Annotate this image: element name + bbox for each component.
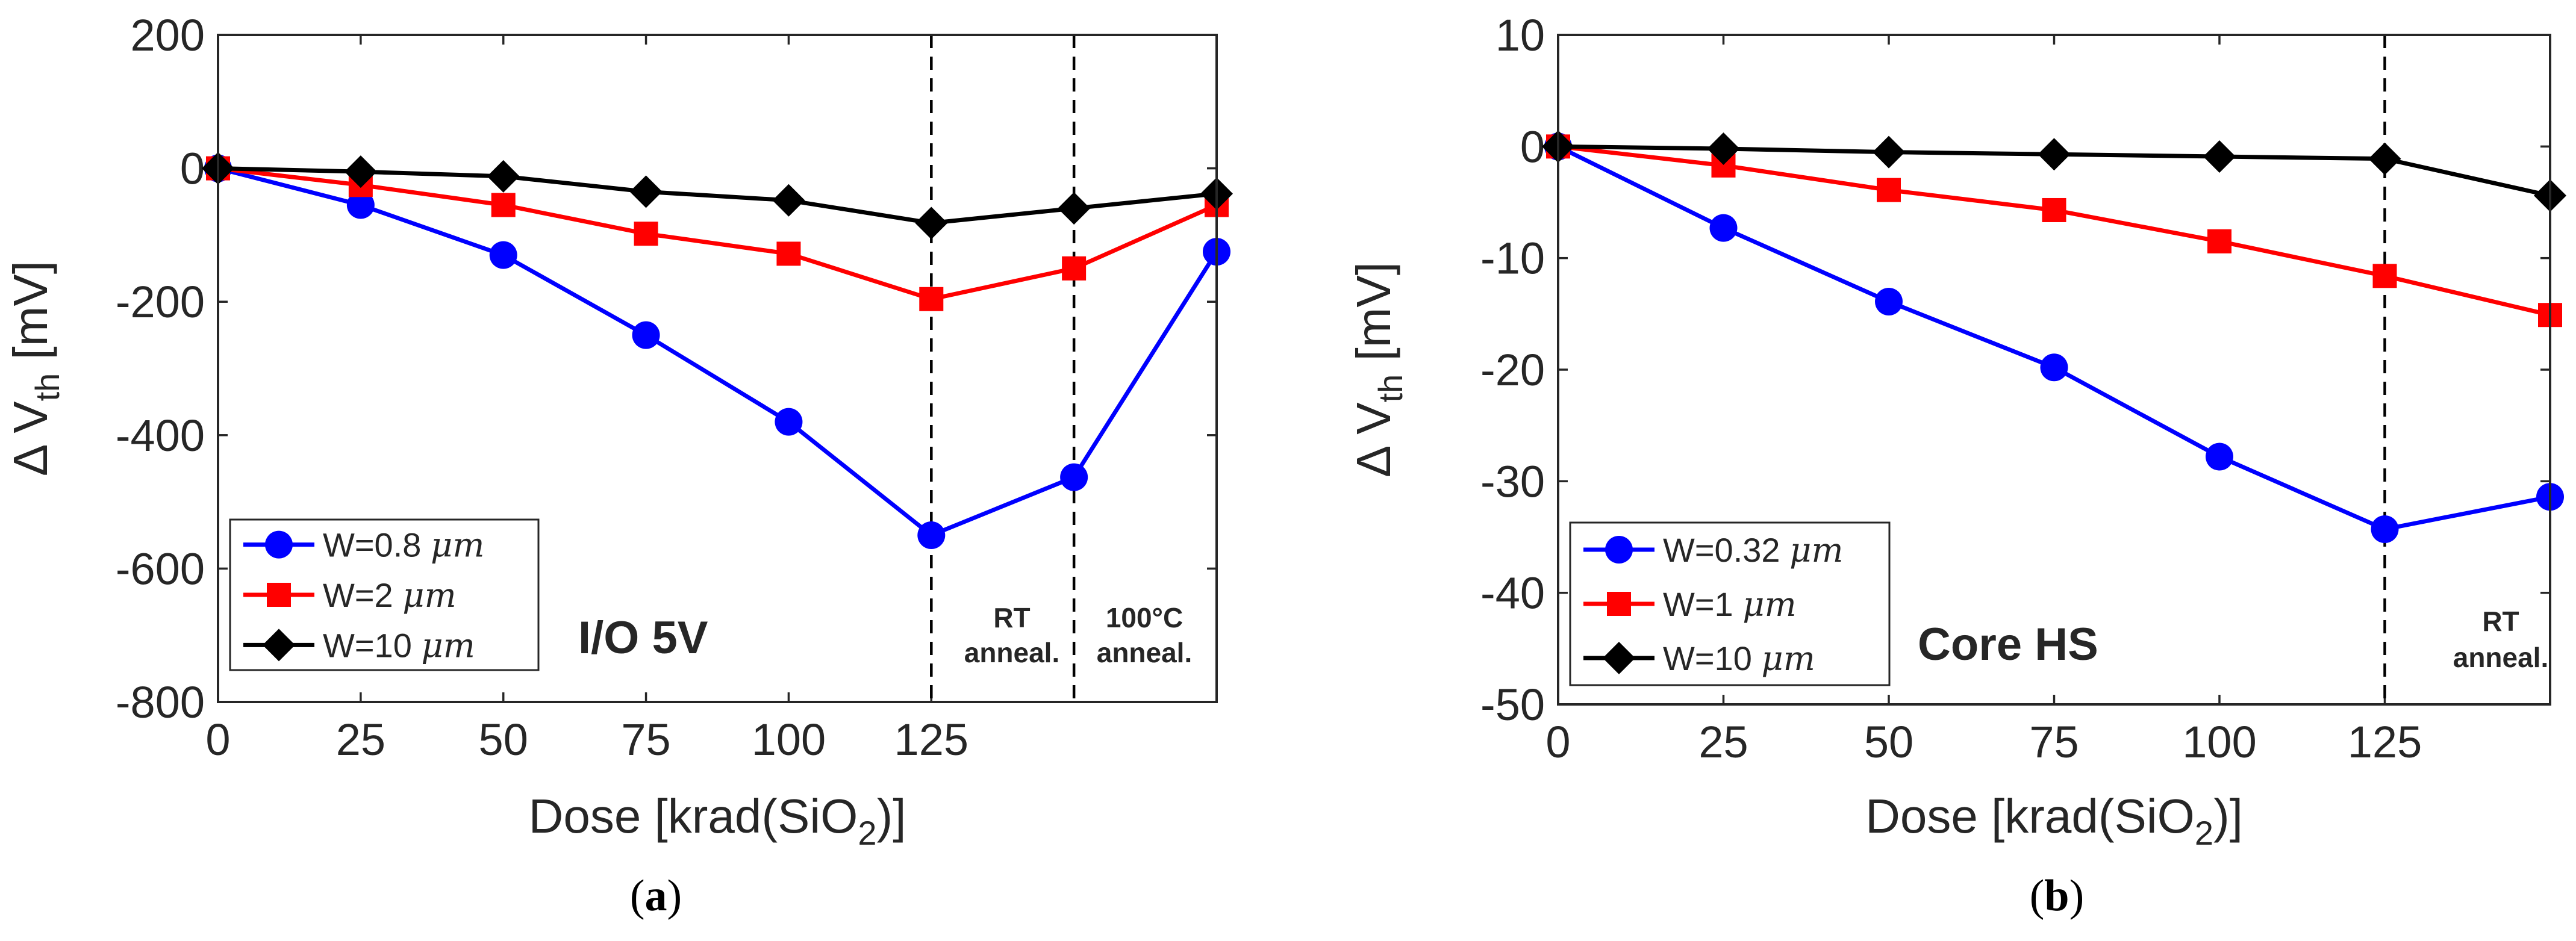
data-point-diamond [2038,138,2071,171]
data-point-circle [489,241,517,269]
x-tick-label: 125 [2348,717,2422,767]
rt-anneal-label: RT [993,602,1030,633]
device-label: Core HS [1918,619,2098,670]
y-tick-label: -800 [116,677,205,727]
y-tick-label: 0 [1520,122,1545,172]
x-axis-label: Dose [krad(SiO2)] [1865,789,2243,852]
x-tick-label: 50 [1864,717,1913,767]
legend-entry: W=0.8 μm [323,526,484,565]
data-point-diamond [1058,192,1091,225]
legend-entry: W=10 μm [1663,639,1815,679]
legend: W=0.32 μm W=1 μm W=10 μm [1569,521,1891,686]
y-axis-label: Δ Vth [mV] [4,261,66,476]
y-tick-label: -50 [1480,680,1545,730]
data-point-square [2207,229,2231,253]
data-point-square [1062,256,1087,281]
y-tick-label: -40 [1480,568,1545,618]
x-tick-label: 0 [1545,717,1570,767]
x-tick-label: 50 [479,715,528,765]
data-point-square [919,287,944,311]
legend-marker [1603,642,1635,674]
data-point-diamond [915,207,948,240]
data-point-diamond [487,160,520,193]
x-tick-label: 25 [336,715,385,765]
rt-anneal-label: RT [2482,606,2519,637]
legend-marker [263,629,295,662]
data-point-square [2042,197,2066,222]
x-axis-label: Dose [krad(SiO2)] [529,789,906,852]
data-point-circle [1060,463,1088,491]
data-point-diamond [1707,132,1740,166]
legend: W=0.8 μm W=2 μm W=10 μm [229,518,540,671]
data-point-diamond [2368,142,2401,175]
legend-marker [1607,592,1631,616]
data-point-circle [1875,287,1903,315]
legend-marker [1605,536,1633,564]
rt-anneal-label: anneal. [964,637,1060,668]
data-point-circle [775,408,803,436]
panel-label: (b) [2030,871,2084,921]
data-point-square [776,241,801,266]
data-point-diamond [344,155,377,188]
data-point-circle [1709,214,1738,242]
y-tick-label: 0 [180,144,205,194]
legend-entry: W=1 μm [1663,585,1797,624]
y-tick-label: -30 [1480,456,1545,506]
series-line-0 [217,166,1218,538]
x-tick-label: 25 [1698,717,1748,767]
data-point-square [1877,178,1901,202]
hot-anneal-label: 100°C [1106,602,1183,633]
legend-entry: W=2 μm [323,576,457,615]
data-point-square [634,222,658,246]
series-line-2 [217,166,1217,225]
x-tick-label: 75 [621,715,670,765]
data-point-square [2372,264,2397,288]
y-tick-label: -600 [116,544,205,594]
data-point-square [491,193,516,217]
plot-frame [217,34,1218,703]
y-tick-label: -20 [1480,345,1545,395]
series-line-1 [217,166,1218,302]
data-point-diamond [1873,135,1905,169]
data-point-circle [917,521,946,549]
x-tick-label: 125 [894,715,968,765]
x-tick-label: 75 [2029,717,2079,767]
hot-anneal-label: anneal. [1097,637,1193,668]
x-tick-label: 100 [752,715,826,765]
data-point-diamond [629,175,663,208]
data-point-circle [2371,515,2399,544]
data-point-circle [632,321,660,349]
y-tick-label: 10 [1495,10,1545,60]
x-tick-label: 100 [2182,717,2256,767]
data-point-circle [2040,353,2068,382]
x-tick-label: 0 [205,715,230,765]
legend-marker [265,530,293,559]
y-tick-label: -200 [116,277,205,327]
y-tick-label: -400 [116,411,205,461]
y-tick-label: 200 [131,10,205,60]
data-point-circle [346,191,375,219]
y-axis-label: Δ Vth [mV] [1347,262,1409,477]
plot-frame [1557,34,2551,706]
rt-anneal-label: anneal. [2453,642,2549,673]
legend-entry: W=10 μm [323,626,475,665]
device-label: I/O 5V [578,612,708,663]
y-tick-label: -10 [1480,234,1545,284]
data-point-diamond [772,184,805,217]
legend-entry: W=0.32 μm [1663,531,1844,570]
data-point-diamond [2203,140,2236,173]
data-point-circle [2206,443,2233,471]
panel-label: (a) [630,871,682,921]
legend-marker [267,583,291,607]
